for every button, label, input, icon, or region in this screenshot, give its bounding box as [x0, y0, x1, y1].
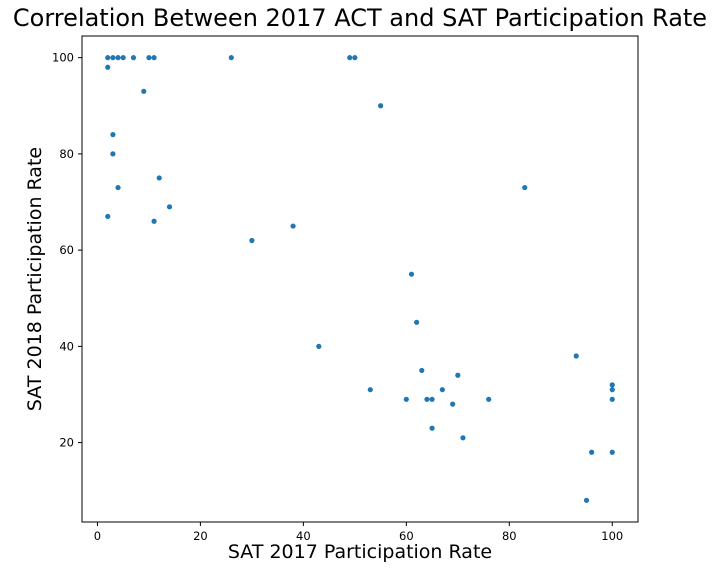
y-tick-label: 40 [59, 339, 74, 353]
scatter-point [522, 184, 528, 191]
scatter-point [105, 64, 111, 70]
y-tick-label: 80 [59, 147, 74, 161]
x-axis: 0 20 40 60 80 100 [94, 522, 623, 543]
x-axis-label: SAT 2017 Participation Rate [227, 541, 493, 563]
scatter-point [583, 497, 590, 503]
scatter-point [352, 55, 358, 61]
scatter-point [156, 175, 162, 181]
scatter-point [408, 271, 415, 277]
scatter-point [486, 396, 492, 402]
y-tick-label: 100 [52, 51, 74, 65]
y-tick-label: 20 [59, 436, 74, 450]
y-tick-label: 60 [59, 243, 74, 257]
scatter-point [290, 223, 296, 229]
x-tick-label: 100 [601, 529, 623, 543]
x-tick-label: 40 [296, 529, 311, 543]
scatter-point [115, 184, 121, 191]
scatter-point [424, 396, 430, 402]
x-tick-label: 20 [193, 529, 208, 543]
scatter-point [439, 387, 445, 393]
scatter-point [141, 88, 147, 94]
scatter-point [110, 132, 116, 138]
scatter-point [609, 449, 615, 455]
scatter-point [455, 372, 461, 378]
scatter-point [105, 55, 111, 61]
data-points [105, 55, 615, 503]
scatter-point [450, 401, 456, 407]
scatter-point [414, 319, 420, 325]
scatter-point [609, 396, 615, 402]
scatter-point [110, 151, 116, 157]
scatter-point [573, 353, 579, 359]
scatter-point [419, 367, 425, 374]
scatter-point [609, 387, 615, 393]
scatter-point [249, 237, 255, 244]
scatter-point [460, 435, 466, 441]
scatter-point [347, 55, 353, 61]
scatter-point [151, 55, 157, 61]
scatter-point [110, 55, 116, 61]
scatter-point [115, 55, 121, 61]
scatter-point [120, 55, 126, 61]
scatter-point [316, 343, 322, 349]
scatter-point [589, 449, 595, 455]
scatter-point [228, 55, 234, 61]
x-tick-label: 80 [502, 529, 517, 543]
plot-frame [81, 35, 639, 523]
x-tick-label: 0 [94, 529, 101, 543]
scatter-point [367, 387, 373, 393]
y-axis: 20 40 60 80 100 [52, 51, 82, 450]
scatter-point [609, 382, 615, 388]
scatter-point [429, 396, 435, 402]
scatter-point [429, 425, 435, 431]
scatter-point [105, 213, 111, 220]
chart-title: Correlation Between 2017 ACT and SAT Par… [12, 4, 708, 32]
x-tick-label: 60 [399, 529, 414, 543]
scatter-point [130, 55, 137, 61]
scatter-point [151, 218, 157, 224]
scatter-point [377, 103, 384, 109]
scatter-point [166, 204, 173, 210]
scatter-point [146, 55, 152, 61]
scatter-point [403, 396, 409, 402]
